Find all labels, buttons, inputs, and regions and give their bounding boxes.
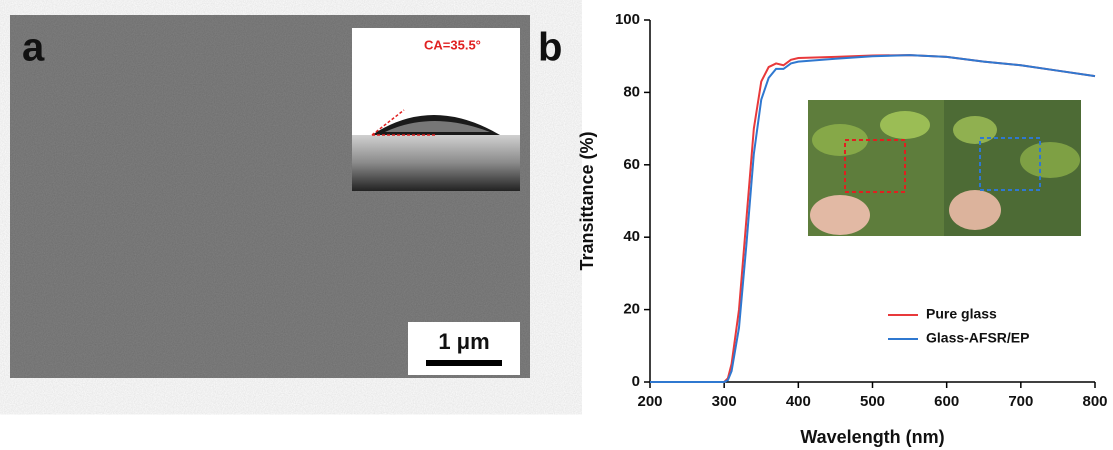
y-tick-label: 80 xyxy=(623,83,640,100)
panel-label: b xyxy=(538,26,562,70)
y-axis-label: Transittance (%) xyxy=(577,131,597,270)
legend-label: Glass-AFSR/EP xyxy=(926,330,1029,346)
scale-bar-label: 1 μm xyxy=(438,329,489,354)
y-tick-label: 0 xyxy=(632,373,640,390)
x-tick-label: 800 xyxy=(1082,393,1107,410)
x-tick-label: 300 xyxy=(712,393,737,410)
x-axis-label: Wavelength (nm) xyxy=(800,427,944,447)
photo-inset xyxy=(808,100,1081,236)
y-tick-label: 20 xyxy=(623,301,640,318)
y-tick-label: 100 xyxy=(615,11,640,28)
x-tick-label: 200 xyxy=(637,393,662,410)
legend-label: Pure glass xyxy=(926,306,997,322)
x-tick-label: 700 xyxy=(1008,393,1033,410)
series-line xyxy=(650,54,1096,383)
sem-panel: a CA=35.5° 1 μm xyxy=(10,15,530,378)
x-tick-label: 400 xyxy=(786,393,811,410)
contact-angle-inset: CA=35.5° xyxy=(352,28,520,191)
contact-angle-label: CA=35.5° xyxy=(424,37,481,52)
y-tick-label: 40 xyxy=(623,228,640,245)
scale-bar: 1 μm xyxy=(408,322,520,375)
x-tick-label: 600 xyxy=(934,393,959,410)
x-tick-label: 500 xyxy=(860,393,885,410)
panel-label: a xyxy=(22,26,45,70)
y-tick-label: 60 xyxy=(623,156,640,173)
